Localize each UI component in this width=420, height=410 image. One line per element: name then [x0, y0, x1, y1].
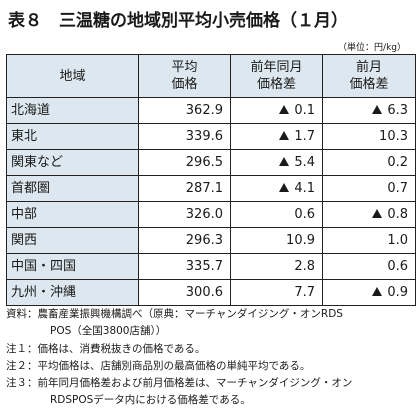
mom-diff-value: 0.8 — [387, 207, 408, 222]
yoy-diff-cell: 4.1 — [230, 175, 323, 202]
note-3-continued: RDSPOSデータ内における価格差である。 — [50, 394, 251, 407]
table-row: 東北 339.6 1.7 10.3 — [6, 123, 416, 150]
table-body: 北海道 362.9 0.1 6.3 東北 339.6 1.7 10.3 関東など 296.5 5.4… — [6, 97, 416, 306]
yoy-diff-value: 0.6 — [294, 207, 315, 222]
region-cell: 関東など — [6, 149, 139, 176]
avg-price-cell: 335.7 — [138, 253, 231, 280]
mom-diff-value: 0.2 — [387, 155, 408, 170]
yoy-diff-value: 7.7 — [294, 285, 315, 300]
table-row: 中国・四国 335.7 2.8 0.6 — [6, 253, 416, 280]
source-note-label: 資料： — [6, 308, 38, 320]
price-table: 地域 平均 価格 前年同月 価格差 前月 価格差 北海道 362.9 0.1 6.3 東… — [6, 54, 416, 306]
note-3-label: 注３： — [6, 377, 38, 390]
table-row: 北海道 362.9 0.1 6.3 — [6, 97, 416, 124]
avg-price-cell: 326.0 — [138, 201, 231, 228]
decrease-triangle-icon — [279, 157, 290, 166]
table-row: 中部 326.0 0.6 0.8 — [6, 201, 416, 228]
table-row: 首都圏 287.1 4.1 0.7 — [6, 175, 416, 202]
header-mom-diff: 前月 価格差 — [322, 54, 416, 98]
region-cell: 中部 — [6, 201, 139, 228]
yoy-diff-cell: 0.1 — [230, 97, 323, 124]
header-avg-price: 平均 価格 — [138, 54, 231, 98]
unit-label: （単位：円/kg） — [338, 43, 406, 53]
source-note-text: 農畜産業振興機構調べ（原典：マーチャンダイジング・オンRDS — [37, 308, 343, 320]
yoy-diff-value: 0.1 — [294, 103, 315, 118]
mom-diff-value: 0.6 — [387, 259, 408, 274]
region-cell: 関西 — [6, 227, 139, 254]
note-1-label: 注１： — [6, 342, 38, 355]
decrease-triangle-icon — [279, 183, 290, 192]
table-row: 関東など 296.5 5.4 0.2 — [6, 149, 416, 176]
note-2: 注２： 平均価格は、店舗別商品別の最高価格の単純平均である。 — [6, 358, 416, 375]
mom-diff-value: 1.0 — [387, 233, 408, 248]
header-yoy-diff-line2: 価格差 — [256, 77, 296, 92]
yoy-diff-cell: 7.7 — [230, 279, 323, 306]
header-mom-diff-line1: 前月 — [355, 60, 382, 75]
footnotes: 資料： 農畜産業振興機構調べ（原典：マーチャンダイジング・オンRDS POS（全… — [6, 306, 416, 410]
mom-diff-cell: 6.3 — [322, 97, 416, 124]
note-2-text: 平均価格は、店舗別商品別の最高価格の単純平均である。 — [37, 359, 311, 372]
avg-price-cell: 362.9 — [138, 97, 231, 124]
yoy-diff-cell: 0.6 — [230, 201, 323, 228]
table-title: 表８ 三温糖の地域別平均小売価格（１月） — [8, 11, 348, 31]
region-cell: 東北 — [6, 123, 139, 150]
note-3: 注３： 前年同月価格差および前月価格差は、マーチャンダイジング・オン — [6, 375, 416, 392]
yoy-diff-value: 2.8 — [294, 259, 315, 274]
mom-diff-cell: 0.7 — [322, 175, 416, 202]
note-1: 注１： 価格は、消費税抜きの価格である。 — [6, 341, 416, 358]
yoy-diff-cell: 10.9 — [230, 227, 323, 254]
yoy-diff-value: 5.4 — [294, 155, 315, 170]
header-mom-diff-line2: 価格差 — [349, 77, 389, 92]
region-cell: 中国・四国 — [6, 253, 139, 280]
mom-diff-value: 6.3 — [387, 103, 408, 118]
avg-price-cell: 296.3 — [138, 227, 231, 254]
header-avg-price-line1: 平均 — [171, 60, 198, 75]
header-region: 地域 — [6, 54, 139, 98]
mom-diff-value: 0.9 — [387, 285, 408, 300]
yoy-diff-value: 4.1 — [294, 181, 315, 196]
note-2-label: 注２： — [6, 359, 38, 372]
yoy-diff-cell: 1.7 — [230, 123, 323, 150]
table-header-row: 地域 平均 価格 前年同月 価格差 前月 価格差 — [6, 54, 416, 98]
mom-diff-cell: 0.2 — [322, 149, 416, 176]
decrease-triangle-icon — [372, 105, 383, 114]
region-cell: 九州・沖縄 — [6, 279, 139, 306]
mom-diff-cell: 0.6 — [322, 253, 416, 280]
avg-price-cell: 287.1 — [138, 175, 231, 202]
mom-diff-value: 0.7 — [387, 181, 408, 196]
region-cell: 首都圏 — [6, 175, 139, 202]
avg-price-cell: 300.6 — [138, 279, 231, 306]
table-row: 九州・沖縄 300.6 7.7 0.9 — [6, 279, 416, 306]
header-yoy-diff-line1: 前年同月 — [250, 60, 303, 75]
yoy-diff-value: 10.9 — [286, 233, 315, 248]
mom-diff-value: 10.3 — [379, 129, 408, 144]
decrease-triangle-icon — [372, 209, 383, 218]
table-row: 関西 296.3 10.9 1.0 — [6, 227, 416, 254]
avg-price-cell: 296.5 — [138, 149, 231, 176]
yoy-diff-cell: 2.8 — [230, 253, 323, 280]
mom-diff-cell: 0.9 — [322, 279, 416, 306]
yoy-diff-value: 1.7 — [294, 129, 315, 144]
note-1-text: 価格は、消費税抜きの価格である。 — [37, 342, 206, 355]
decrease-triangle-icon — [279, 105, 290, 114]
source-note: 資料： 農畜産業振興機構調べ（原典：マーチャンダイジング・オンRDS — [6, 306, 416, 323]
mom-diff-cell: 1.0 — [322, 227, 416, 254]
mom-diff-cell: 0.8 — [322, 201, 416, 228]
mom-diff-cell: 10.3 — [322, 123, 416, 150]
region-cell: 北海道 — [6, 97, 139, 124]
source-note-continued: POS（全国3800店舗）） — [50, 325, 167, 338]
decrease-triangle-icon — [372, 287, 383, 296]
avg-price-cell: 339.6 — [138, 123, 231, 150]
decrease-triangle-icon — [279, 131, 290, 140]
note-3-text: 前年同月価格差および前月価格差は、マーチャンダイジング・オン — [37, 377, 353, 390]
header-avg-price-line2: 価格 — [171, 77, 198, 92]
header-yoy-diff: 前年同月 価格差 — [230, 54, 323, 98]
yoy-diff-cell: 5.4 — [230, 149, 323, 176]
